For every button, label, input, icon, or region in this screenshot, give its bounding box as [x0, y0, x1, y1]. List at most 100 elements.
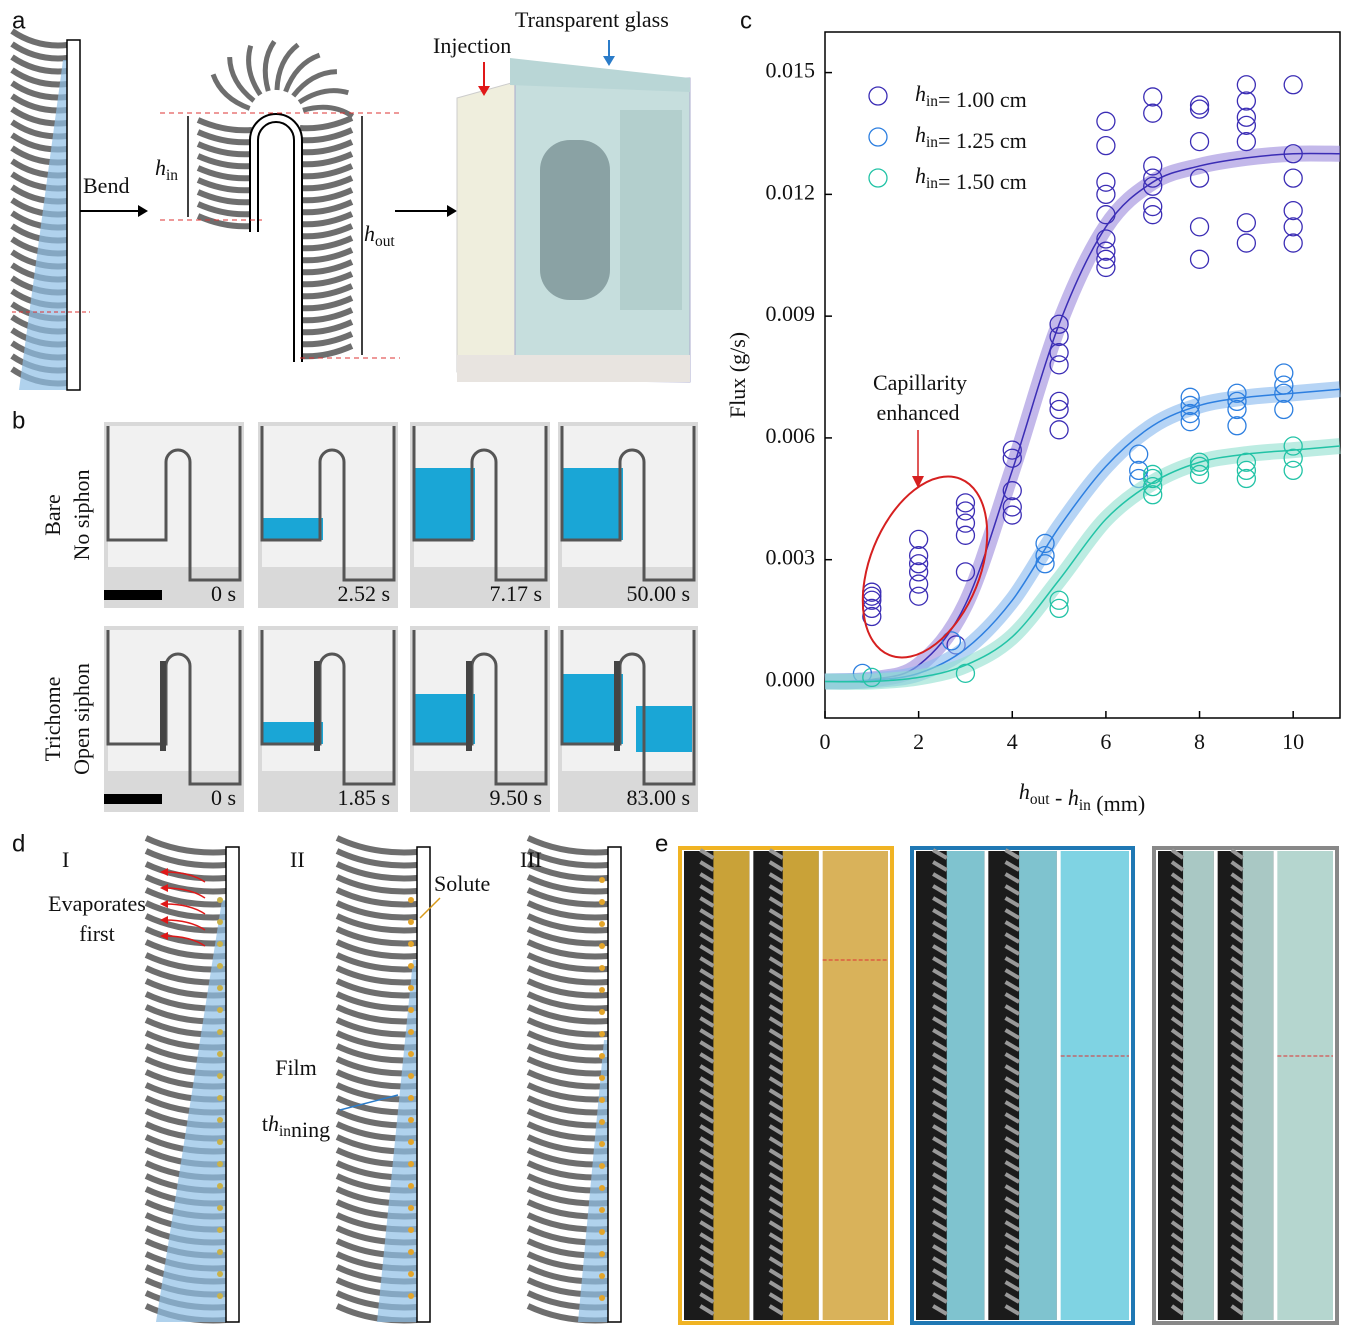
y-tick-label: 0.009	[766, 301, 816, 326]
solute	[599, 877, 605, 883]
data-point	[1237, 470, 1255, 488]
time-label: 50.00 s	[626, 581, 690, 606]
fin	[300, 346, 352, 356]
data-point	[910, 547, 928, 565]
solute	[408, 897, 414, 903]
glass-plate	[608, 847, 621, 1322]
row-label: No siphon	[69, 469, 94, 560]
solute	[217, 1227, 223, 1233]
data-point	[1237, 214, 1255, 232]
fin	[300, 154, 352, 164]
legend-marker	[869, 87, 887, 105]
solute	[408, 1161, 414, 1167]
panel-label: c	[740, 7, 752, 34]
fin	[300, 190, 352, 200]
data-point	[1284, 202, 1302, 220]
solute	[599, 1075, 605, 1081]
solute	[408, 1007, 414, 1013]
solute	[408, 985, 414, 991]
solute	[408, 1095, 414, 1101]
x-tick-label: 0	[820, 729, 831, 754]
row-label: Bare	[40, 494, 65, 536]
arrowhead	[447, 205, 457, 217]
x-tick-label: 4	[1007, 729, 1018, 754]
solute	[217, 1293, 223, 1299]
y-tick-label: 0.012	[766, 179, 816, 204]
data-point	[1144, 157, 1162, 175]
solute	[408, 1051, 414, 1057]
data-point	[956, 494, 974, 512]
label: Injection	[433, 33, 511, 58]
label: thinning	[262, 1111, 330, 1142]
annotation: Capillarity	[873, 370, 967, 395]
fin	[198, 192, 252, 202]
data-point	[910, 530, 928, 548]
y-tick-label: 0.015	[766, 58, 816, 83]
arrowhead	[912, 476, 924, 488]
data-point	[1275, 364, 1293, 382]
solute	[217, 985, 223, 991]
solute	[408, 1249, 414, 1255]
data-point	[1237, 92, 1255, 110]
micrograph-glass	[947, 851, 985, 1320]
data-point	[1284, 76, 1302, 94]
trichome	[314, 661, 320, 751]
fin	[300, 262, 352, 272]
data-point	[1275, 401, 1293, 419]
data-point	[1284, 234, 1302, 252]
glass-plate	[67, 40, 80, 390]
micrograph-glass	[783, 851, 819, 1320]
solute	[599, 899, 605, 905]
fin	[265, 41, 274, 91]
micrograph-glass	[1019, 851, 1057, 1320]
fin	[198, 144, 252, 154]
chamber	[108, 630, 240, 771]
solute	[408, 1183, 414, 1189]
solute	[599, 1163, 605, 1169]
data-point	[1144, 198, 1162, 216]
data-point	[1191, 133, 1209, 151]
solute	[599, 965, 605, 971]
solute	[408, 1029, 414, 1035]
solute	[599, 987, 605, 993]
solute	[599, 1295, 605, 1301]
data-point	[1097, 112, 1115, 130]
solute	[599, 1009, 605, 1015]
glass-plate	[417, 847, 430, 1322]
solute	[408, 1139, 414, 1145]
solute	[408, 941, 414, 947]
solute	[217, 1249, 223, 1255]
solute	[217, 1051, 223, 1057]
water-film	[578, 1040, 608, 1322]
solute	[217, 1271, 223, 1277]
stage-label: III	[520, 847, 542, 872]
solute	[217, 1139, 223, 1145]
data-point	[1237, 108, 1255, 126]
scale-bar	[104, 590, 162, 600]
device	[540, 140, 610, 300]
data-point	[1097, 250, 1115, 268]
data-point	[956, 502, 974, 520]
solute	[599, 943, 605, 949]
solute	[217, 1073, 223, 1079]
label: hout	[364, 221, 395, 249]
solute	[599, 1207, 605, 1213]
fin	[299, 91, 348, 103]
solute	[599, 1273, 605, 1279]
fin	[300, 214, 352, 224]
data-point	[1237, 116, 1255, 134]
micrograph-glass	[713, 851, 749, 1320]
water	[563, 468, 623, 540]
panel-label: e	[655, 830, 668, 857]
scale-bar	[104, 794, 162, 804]
time-label: 83.00 s	[626, 785, 690, 810]
stage-label: II	[290, 847, 305, 872]
solute	[599, 921, 605, 927]
fin	[198, 120, 252, 130]
stage-label: I	[62, 847, 69, 872]
solute	[599, 1251, 605, 1257]
data-point	[1050, 392, 1068, 410]
solute	[408, 1205, 414, 1211]
fin	[300, 334, 352, 344]
solute	[217, 919, 223, 925]
